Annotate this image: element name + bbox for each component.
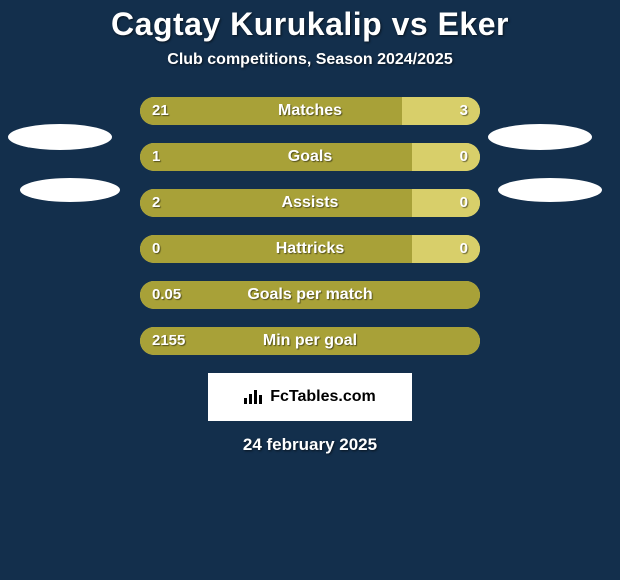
- stat-value-right: 0: [460, 235, 468, 263]
- side-ellipse-right-2: [498, 178, 602, 202]
- date-label: 24 february 2025: [0, 435, 620, 455]
- stat-bar-right: [412, 189, 480, 217]
- stat-bar-track: [140, 143, 480, 171]
- stat-bar-left: [140, 327, 480, 355]
- stat-value-left: 1: [152, 143, 160, 171]
- stat-value-right: 3: [460, 97, 468, 125]
- stat-value-left: 2: [152, 189, 160, 217]
- stat-value-right: 0: [460, 189, 468, 217]
- side-ellipse-left-2: [20, 178, 120, 202]
- stat-row: 213Matches: [0, 97, 620, 125]
- stat-value-left: 0.05: [152, 281, 181, 309]
- stat-bar-track: [140, 281, 480, 309]
- stat-bar-right: [412, 235, 480, 263]
- stat-bar-right: [402, 97, 480, 125]
- page-title: Cagtay Kurukalip vs Eker: [0, 0, 620, 43]
- stat-value-left: 21: [152, 97, 169, 125]
- stat-bar-track: [140, 189, 480, 217]
- stat-bar-track: [140, 97, 480, 125]
- stat-row: 0.05Goals per match: [0, 281, 620, 309]
- stat-bar-track: [140, 235, 480, 263]
- logo-text: FcTables.com: [270, 388, 376, 406]
- stat-bar-right: [412, 143, 480, 171]
- stat-bar-left: [140, 143, 412, 171]
- fctables-logo: FcTables.com: [208, 373, 412, 421]
- bar-chart-icon: [244, 390, 264, 404]
- stat-row: 2155Min per goal: [0, 327, 620, 355]
- side-ellipse-left-1: [8, 124, 112, 150]
- stat-value-left: 0: [152, 235, 160, 263]
- stat-row: 00Hattricks: [0, 235, 620, 263]
- subtitle: Club competitions, Season 2024/2025: [0, 51, 620, 69]
- stat-value-left: 2155: [152, 327, 185, 355]
- stat-bar-left: [140, 235, 412, 263]
- stat-value-right: 0: [460, 143, 468, 171]
- stat-bar-left: [140, 189, 412, 217]
- stat-bar-left: [140, 97, 402, 125]
- stat-bar-track: [140, 327, 480, 355]
- side-ellipse-right-1: [488, 124, 592, 150]
- stat-bar-left: [140, 281, 480, 309]
